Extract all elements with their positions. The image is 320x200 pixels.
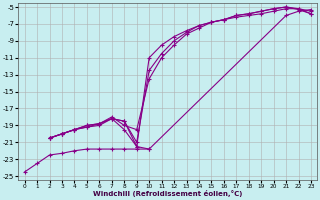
X-axis label: Windchill (Refroidissement éolien,°C): Windchill (Refroidissement éolien,°C) (93, 190, 243, 197)
